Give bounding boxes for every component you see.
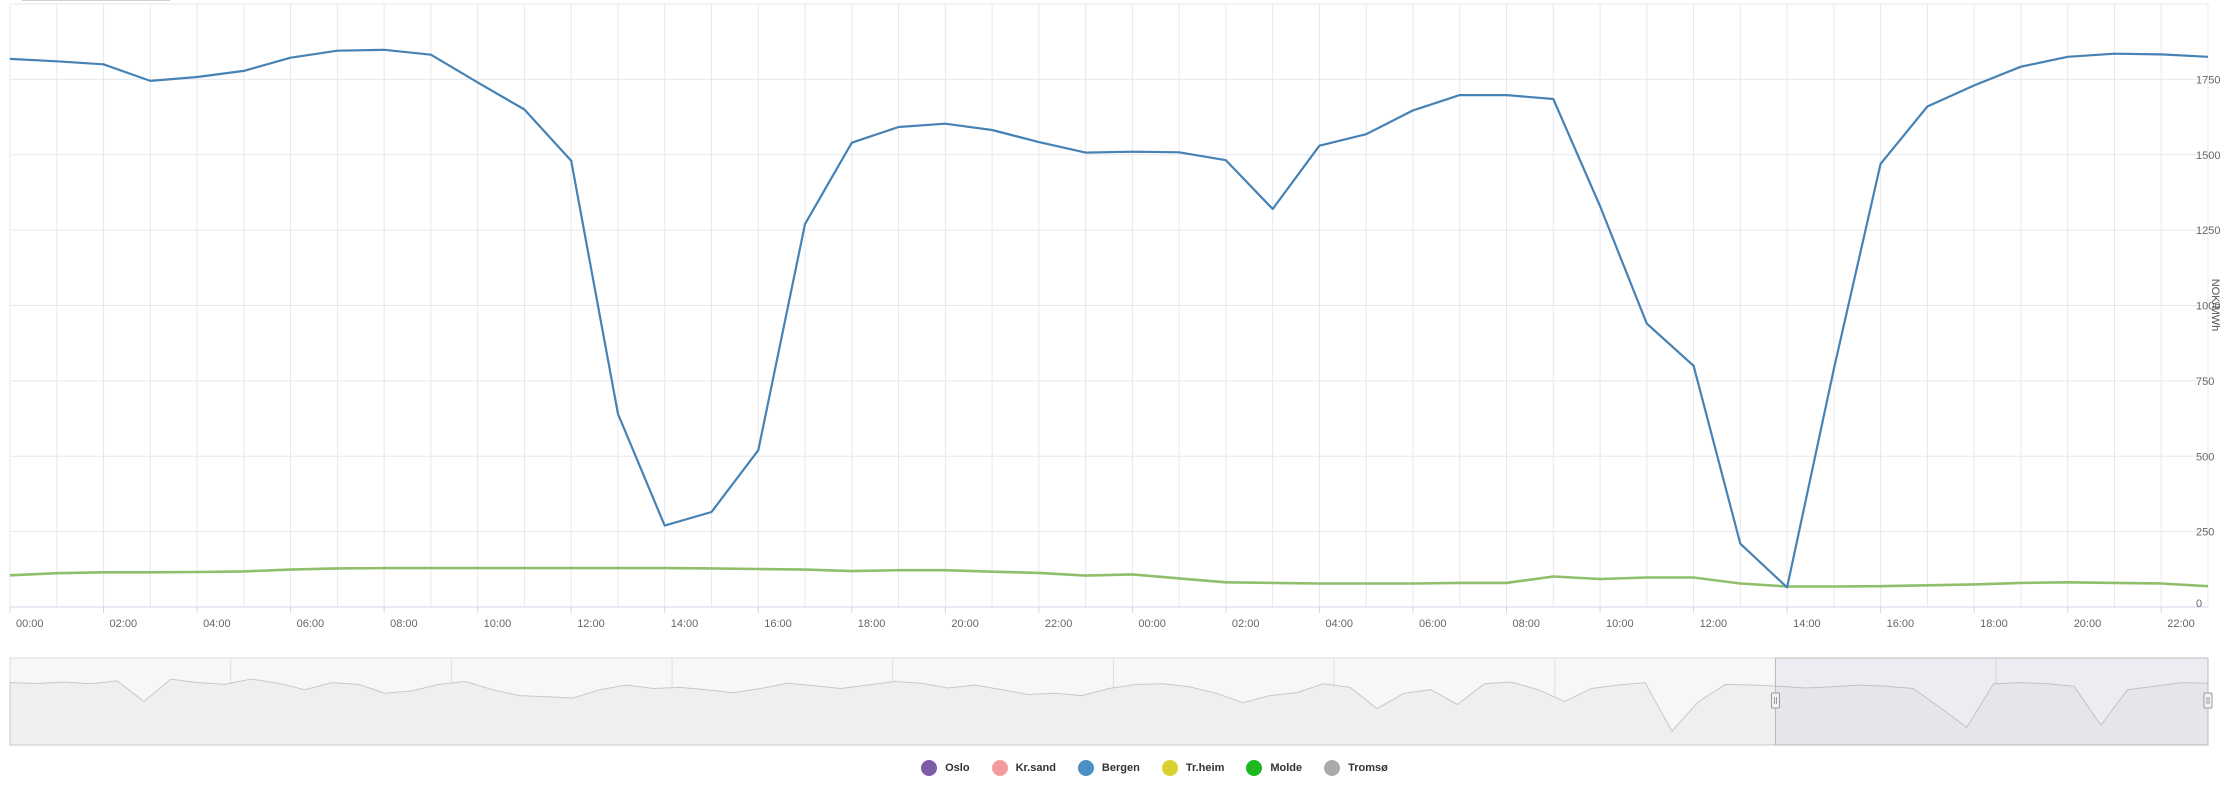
x-tick-label: 00:00: [16, 618, 44, 630]
legend-item[interactable]: Kr.sand: [991, 760, 1056, 776]
legend-color-dot: [1324, 760, 1341, 776]
y-tick-label: 1250: [2196, 225, 2220, 237]
legend-label: Molde: [1270, 762, 1303, 774]
x-tick-label: 00:00: [1138, 618, 1166, 630]
legend-item[interactable]: Tr.heim: [1161, 760, 1225, 776]
x-tick-label: 20:00: [2074, 618, 2102, 630]
chart-series: [9, 48, 2209, 589]
y-tick-label: 250: [2196, 527, 2214, 539]
y-axis-label: NOK/MWh: [2209, 279, 2221, 332]
legend-color-dot: [1161, 760, 1178, 776]
navigator-series: [9, 678, 2209, 746]
navigator-handle-left[interactable]: [1770, 692, 1780, 709]
navigator[interactable]: 5 May6 May7 May8 May9 May10 May11 May12 …: [9, 657, 2213, 746]
x-tick-label: 02:00: [110, 618, 138, 630]
x-tick-label: 10:00: [484, 618, 512, 630]
x-tick-label: 14:00: [1793, 618, 1821, 630]
x-tick-label: 18:00: [1980, 618, 2008, 630]
legend-item[interactable]: Bergen: [1077, 760, 1140, 776]
x-tick-label: 02:00: [1232, 618, 1260, 630]
x-tick-label: 06:00: [297, 618, 325, 630]
x-tick-label: 20:00: [951, 618, 979, 630]
legend-label: Tromsø: [1348, 762, 1388, 774]
x-tick-label: 16:00: [764, 618, 792, 630]
x-tick-label: 04:00: [1325, 618, 1353, 630]
x-tick-label: 10:00: [1606, 618, 1634, 630]
legend-label: Oslo: [945, 762, 970, 774]
legend-color-dot: [991, 760, 1008, 776]
legend-label: Bergen: [1101, 762, 1140, 774]
series-line: [9, 48, 2209, 589]
x-tick-label: 04:00: [203, 618, 231, 630]
chart-grid: [9, 3, 2209, 608]
x-tick-label: 12:00: [577, 618, 605, 630]
y-tick-label: 1000: [2196, 301, 2220, 313]
legend-color-dot: [1246, 760, 1263, 776]
x-tick-label: 06:00: [1419, 618, 1447, 630]
series-line: [9, 566, 2209, 588]
y-axis-ticks: 0 250 500 750 1000 1250 1500 1750: [2196, 74, 2220, 610]
x-tick-label: 16:00: [1887, 618, 1915, 630]
navigator-selected-range[interactable]: [1774, 657, 2209, 746]
x-tick-label: 18:00: [858, 618, 886, 630]
navigator-handle-right[interactable]: [2203, 692, 2213, 709]
y-tick-label: 750: [2196, 376, 2214, 388]
legend-item[interactable]: Molde: [1246, 760, 1302, 776]
y-tick-label: 500: [2196, 451, 2214, 463]
range-selector-bar: [22, 0, 170, 1]
y-tick-label: 1500: [2196, 150, 2220, 162]
x-tick-label: 12:00: [1700, 618, 1728, 630]
legend: Oslo Kr.sand Bergen Tr.heim Molde Tromsø: [0, 756, 2229, 780]
legend-item[interactable]: Oslo: [921, 760, 970, 776]
x-tick-label: 22:00: [2167, 618, 2195, 630]
x-tick-label: 22:00: [1045, 618, 1073, 630]
price-chart: 0 250 500 750 1000 1250 1500 1750 00:00 02:00 04:…: [9, 3, 2221, 746]
legend-label: Tr.heim: [1185, 762, 1225, 774]
y-tick-label: 0: [2196, 598, 2202, 610]
legend-color-dot: [921, 760, 938, 776]
x-tick-label: 14:00: [671, 618, 699, 630]
y-tick-label: 1750: [2196, 74, 2220, 86]
x-axis-ticks: 00:00 02:00 04:00 06:00 08:00 10:00 12:00 14:00…: [9, 607, 2195, 630]
legend-label: Kr.sand: [1015, 762, 1056, 774]
x-tick-label: 08:00: [1513, 618, 1541, 630]
legend-color-dot: [1077, 760, 1094, 776]
legend-item[interactable]: Tromsø: [1324, 760, 1388, 776]
x-tick-label: 08:00: [390, 618, 418, 630]
